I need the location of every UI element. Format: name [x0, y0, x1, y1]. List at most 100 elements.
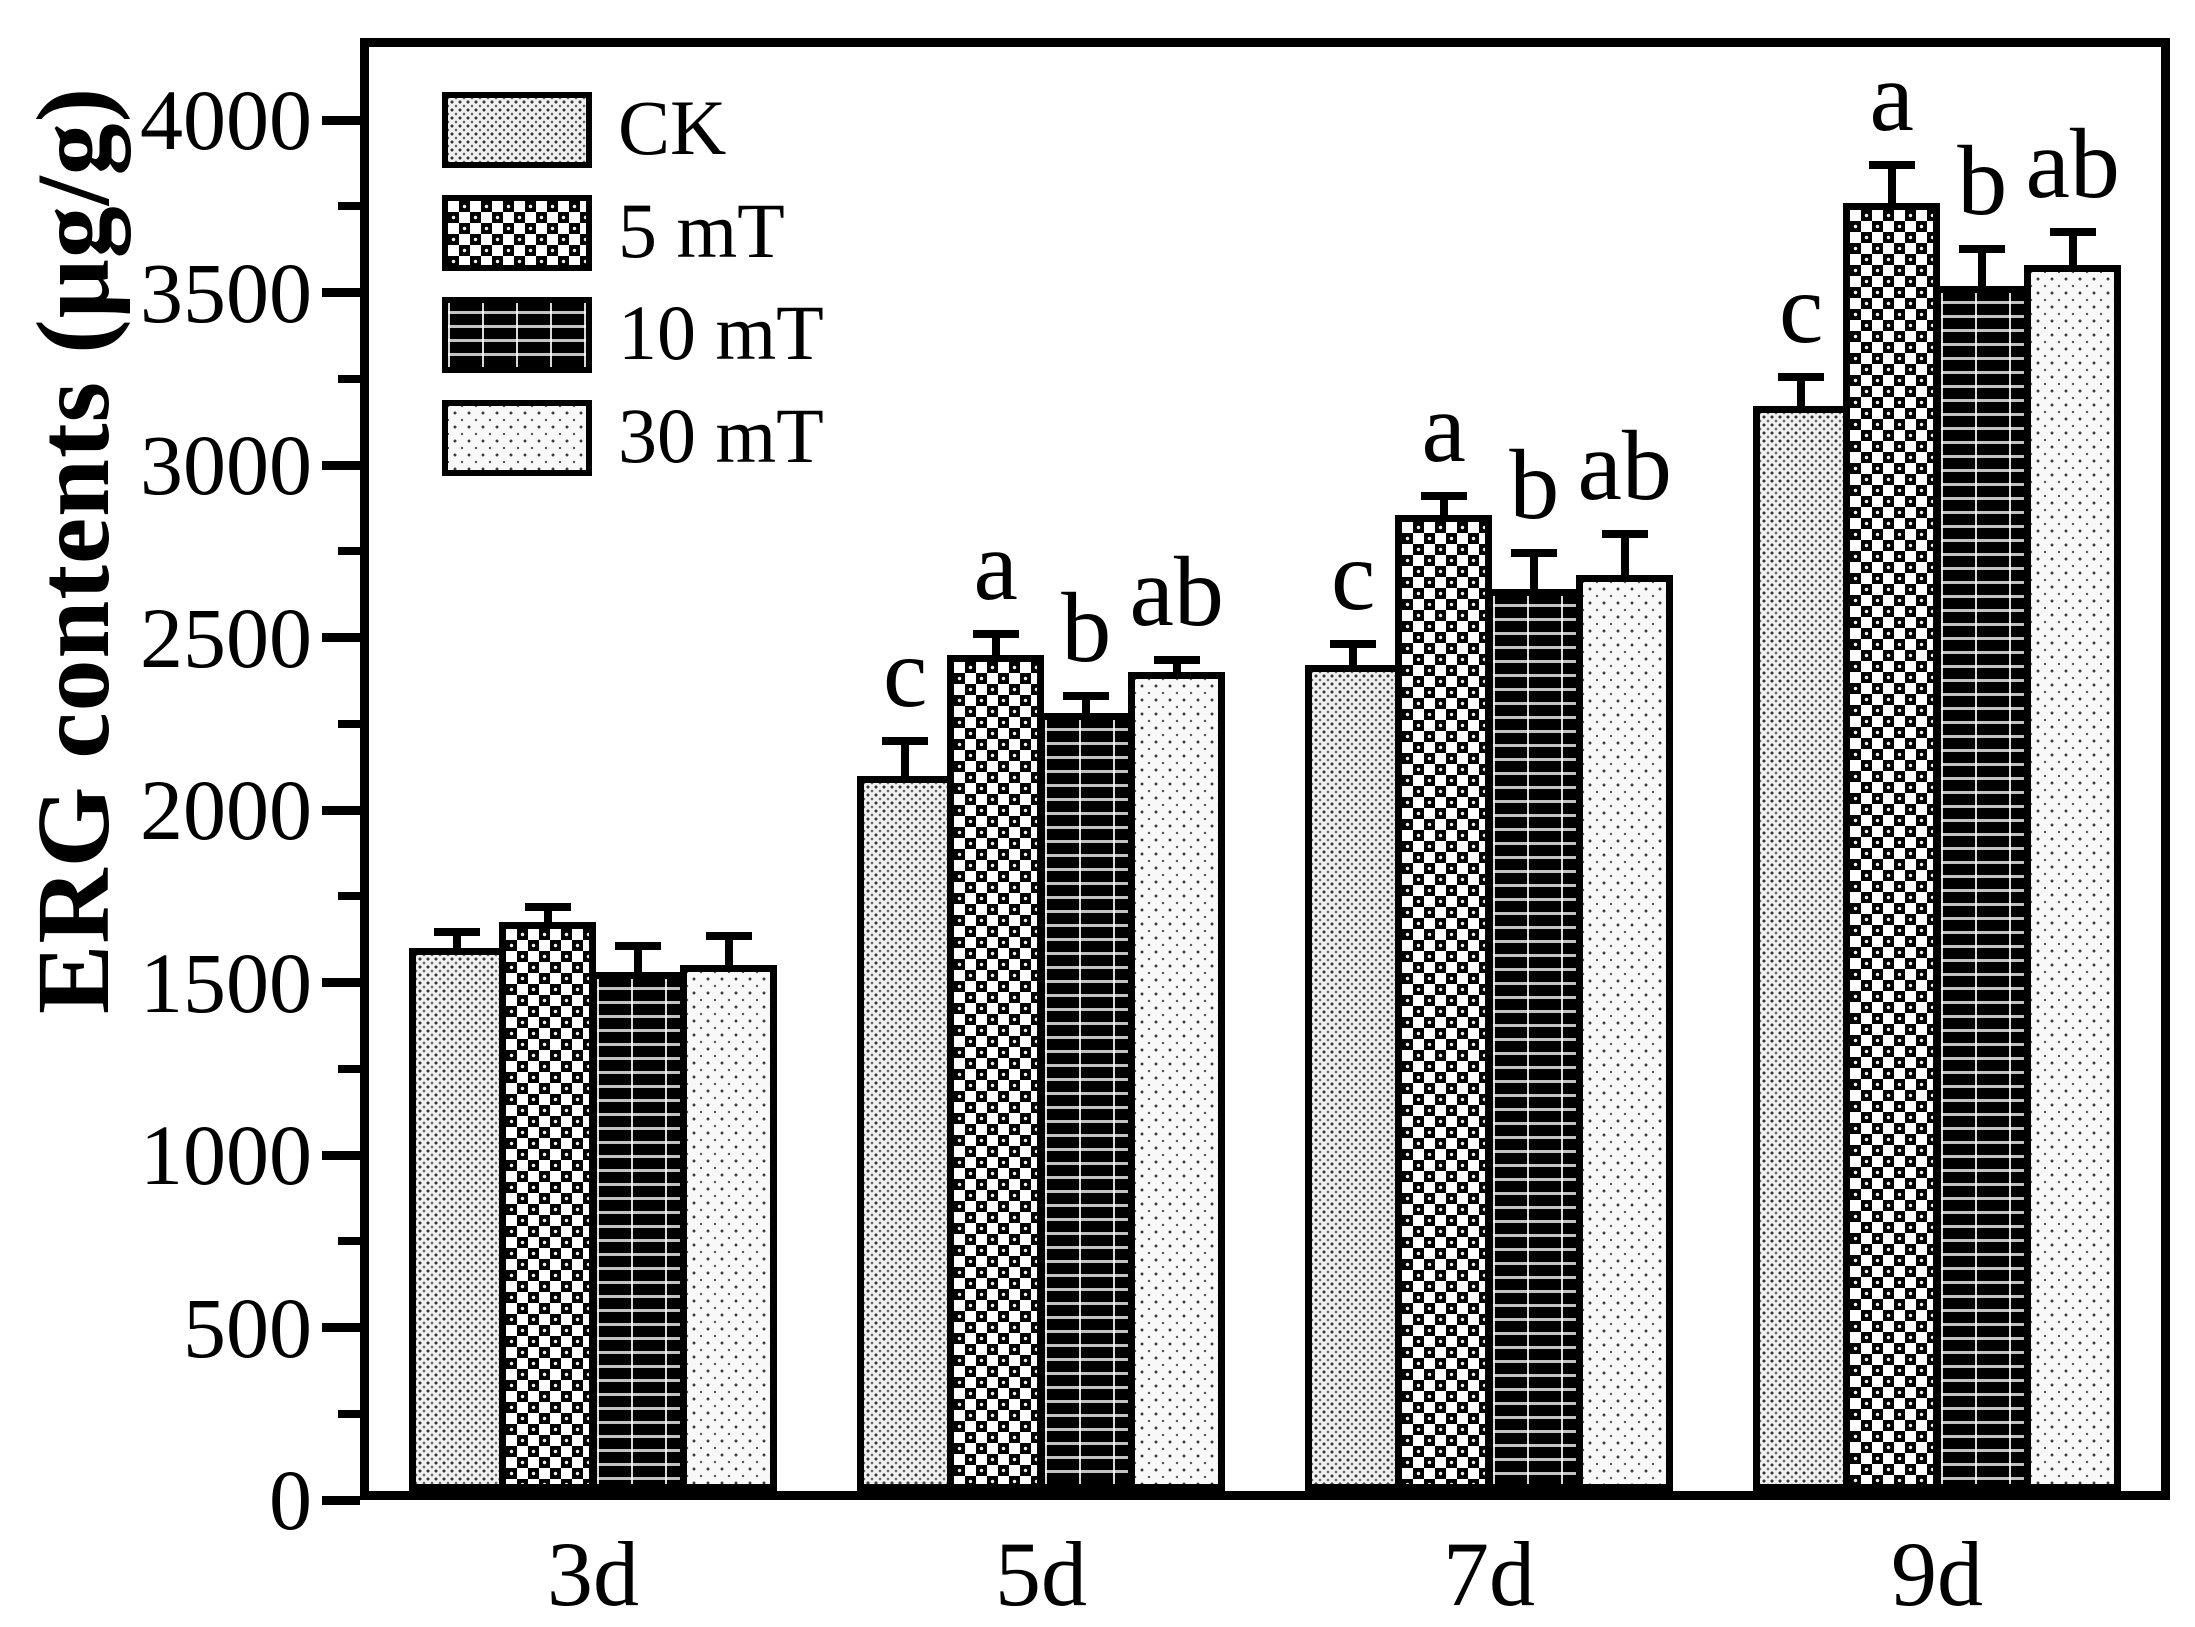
error-bar-cap — [1511, 548, 1558, 557]
x-tick-label: 5d — [995, 1523, 1087, 1625]
y-tick-label: 3500 — [140, 244, 312, 341]
error-bar-cap — [434, 928, 481, 937]
bar — [856, 775, 954, 1491]
y-tick-label: 0 — [269, 1452, 312, 1548]
error-bar-cap — [1778, 373, 1825, 382]
y-tick-label: 2000 — [140, 762, 312, 858]
error-bar-cap — [1959, 245, 2006, 254]
error-bar-stem — [1172, 659, 1181, 674]
y-major-tick — [322, 115, 360, 125]
significance-letter: c — [1331, 520, 1376, 632]
bar — [1933, 285, 2031, 1491]
x-tick-label: 9d — [1891, 1523, 1983, 1625]
bar — [1304, 665, 1402, 1491]
error-bar-cap — [1868, 160, 1915, 169]
error-bar-stem — [1439, 496, 1448, 518]
significance-letter: a — [1421, 372, 1466, 484]
error-bar-cap — [972, 630, 1019, 639]
error-bar-cap — [2049, 228, 2096, 237]
y-tick-label: 3000 — [140, 417, 312, 513]
y-minor-tick — [338, 1409, 360, 1418]
y-major-tick — [322, 1323, 360, 1332]
legend-swatch — [442, 399, 592, 476]
y-major-tick — [322, 1495, 360, 1505]
error-bar-cap — [705, 931, 752, 940]
significance-letter: c — [1779, 253, 1824, 365]
y-tick-label: 1000 — [140, 1107, 312, 1203]
y-minor-tick — [338, 1237, 360, 1246]
bar — [589, 972, 687, 1491]
bar — [1485, 589, 1583, 1491]
significance-letter: c — [883, 617, 928, 728]
significance-letter: ab — [1577, 410, 1672, 521]
error-bar-stem — [1349, 644, 1358, 668]
error-bar-stem — [453, 932, 462, 950]
y-minor-tick — [338, 1064, 360, 1073]
error-bar-stem — [634, 946, 643, 975]
x-tick-label: 7d — [1443, 1523, 1535, 1625]
error-bar-cap — [882, 737, 929, 745]
significance-letter: b — [1957, 125, 2008, 237]
error-bar-stem — [1082, 696, 1091, 716]
error-bar-stem — [543, 906, 552, 925]
y-major-tick — [322, 1150, 360, 1160]
error-bar-cap — [1420, 492, 1467, 501]
bar — [1752, 406, 1850, 1491]
error-bar-cap — [1330, 640, 1377, 649]
legend-label: CK — [618, 84, 727, 171]
error-bar-stem — [991, 634, 1000, 657]
significance-letter: b — [1509, 428, 1560, 540]
error-bar-cap — [524, 902, 571, 911]
y-tick-label: 500 — [183, 1279, 312, 1376]
bar — [1395, 515, 1493, 1491]
y-major-tick — [322, 460, 360, 470]
y-minor-tick — [338, 547, 360, 556]
y-tick-label: 4000 — [140, 72, 312, 168]
significance-letter: a — [1869, 40, 1914, 152]
y-axis-title: ERG contents (μg/g) — [16, 86, 131, 1014]
bar — [408, 948, 506, 1491]
error-bar-cap — [1063, 692, 1110, 701]
bar — [1843, 202, 1941, 1491]
bar — [1128, 672, 1226, 1491]
x-tick-label: 3d — [547, 1523, 639, 1625]
error-bar-cap — [1601, 530, 1648, 538]
legend-swatch — [442, 194, 592, 271]
y-tick-label: 1500 — [140, 934, 312, 1031]
legend-swatch — [442, 297, 592, 373]
bar — [499, 922, 597, 1491]
error-bar-stem — [2068, 232, 2077, 267]
legend-label: 10 mT — [618, 289, 824, 376]
bar — [680, 965, 778, 1491]
error-bar-stem — [1620, 534, 1629, 578]
error-bar-stem — [1530, 552, 1539, 592]
y-tick-label: 2500 — [140, 589, 312, 686]
significance-letter: ab — [1129, 535, 1224, 647]
legend-label: 30 mT — [618, 391, 824, 479]
legend-label: 5 mT — [618, 186, 785, 274]
y-minor-tick — [338, 892, 360, 901]
error-bar-stem — [1797, 377, 1806, 409]
significance-letter: b — [1061, 572, 1112, 684]
error-bar-stem — [901, 741, 910, 778]
y-minor-tick — [338, 719, 360, 728]
y-major-tick — [322, 633, 360, 642]
y-major-tick — [322, 978, 360, 987]
error-bar-stem — [1978, 249, 1987, 288]
significance-letter: ab — [2025, 108, 2120, 220]
bar — [2024, 264, 2122, 1491]
y-minor-tick — [338, 374, 360, 383]
error-bar-stem — [724, 935, 733, 968]
y-major-tick — [322, 805, 360, 815]
bar — [1037, 713, 1135, 1491]
significance-letter: a — [973, 510, 1018, 622]
legend-swatch — [442, 92, 592, 168]
bar — [947, 654, 1045, 1491]
error-bar-cap — [615, 942, 662, 951]
error-bar-cap — [1153, 655, 1200, 664]
bar — [1576, 575, 1674, 1491]
error-bar-stem — [1887, 164, 1896, 205]
y-major-tick — [322, 288, 360, 297]
y-minor-tick — [338, 202, 360, 211]
